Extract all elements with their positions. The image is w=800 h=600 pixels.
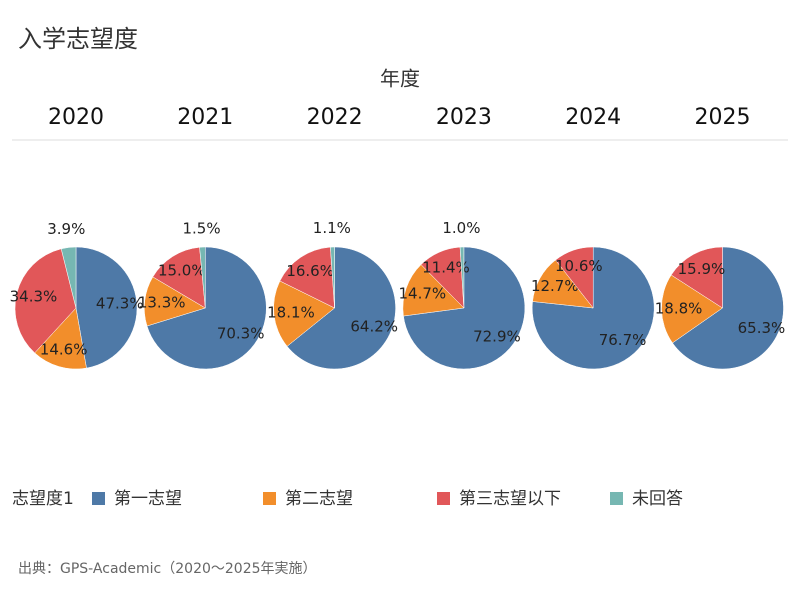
value-label: 76.7%: [599, 331, 647, 349]
pie-slice: [670, 246, 723, 309]
pie-slice: [555, 246, 594, 309]
pie-slice: [14, 248, 77, 354]
value-label: 1.5%: [183, 219, 221, 237]
value-label: 13.3%: [138, 293, 186, 311]
pie-slice: [152, 246, 206, 309]
legend-swatch: [263, 492, 276, 505]
pie-title: 2020: [48, 105, 104, 130]
value-label: 65.3%: [738, 319, 786, 337]
legend-title: 志望度1: [12, 489, 74, 509]
value-label: 11.4%: [422, 258, 470, 276]
pie-title: 2023: [436, 105, 492, 130]
value-label: 1.1%: [313, 219, 351, 237]
value-label: 70.3%: [217, 325, 265, 343]
value-label: 10.6%: [555, 257, 603, 275]
value-label: 15.0%: [158, 261, 206, 279]
pie-slice: [330, 246, 335, 309]
pie-slice: [661, 274, 723, 344]
legend-swatch: [437, 492, 450, 505]
value-label: 3.9%: [47, 220, 85, 238]
value-label: 64.2%: [350, 317, 398, 335]
legend-label: 第三志望以下: [459, 489, 561, 509]
pie-title: 2025: [695, 105, 751, 130]
source: 出典：GPS-Academic（2020～2025年実施）: [18, 561, 317, 577]
value-label: 12.7%: [531, 277, 579, 295]
pie-title: 2022: [307, 105, 363, 130]
legend-label: 第二志望: [285, 489, 353, 509]
pie-title: 2021: [177, 105, 233, 130]
legend-swatch: [610, 492, 623, 505]
pie-slice: [146, 246, 267, 370]
pie-slice: [199, 246, 206, 309]
value-label: 34.3%: [10, 288, 58, 306]
value-label: 14.7%: [399, 284, 447, 302]
pie-slice: [60, 246, 77, 309]
pie-slice: [273, 280, 336, 347]
value-label: 14.6%: [40, 341, 88, 359]
value-label: 1.0%: [442, 219, 480, 237]
pie-slice: [34, 307, 87, 370]
value-label: 18.1%: [267, 303, 315, 321]
pie-slice: [286, 246, 396, 370]
value-label: 16.6%: [286, 262, 334, 280]
pie-title: 2024: [565, 105, 621, 130]
pie-slice: [75, 246, 138, 369]
pie-slice: [279, 246, 335, 309]
legend-label: 未回答: [632, 489, 683, 509]
column-header: 年度: [380, 67, 420, 91]
pie-slice: [459, 246, 465, 309]
pie-slice: [402, 264, 465, 317]
value-label: 47.3%: [96, 295, 144, 313]
chart-title: 入学志望度: [18, 25, 138, 53]
legend-swatch: [92, 492, 105, 505]
value-label: 72.9%: [473, 327, 521, 345]
value-label: 18.8%: [655, 299, 703, 317]
value-label: 15.9%: [678, 260, 726, 278]
pie-slice: [672, 246, 784, 370]
legend-label: 第一志望: [114, 489, 182, 509]
